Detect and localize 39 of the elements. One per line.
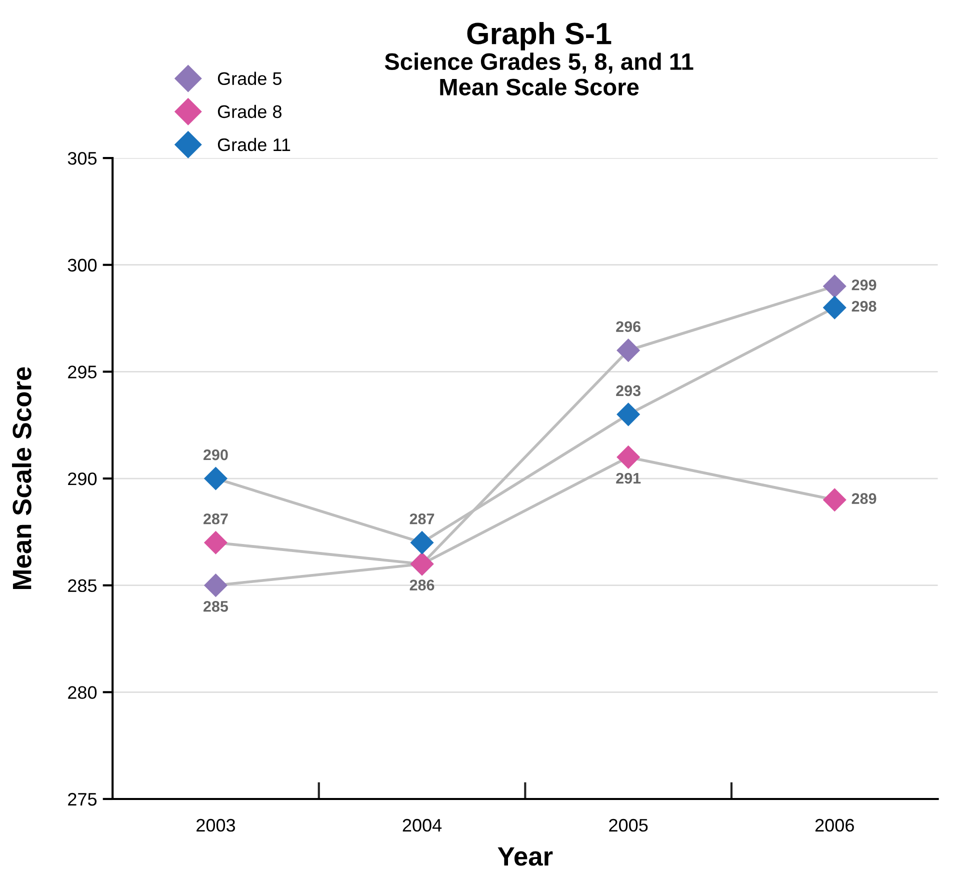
point bbox=[616, 446, 640, 469]
x-tick-label: 2004 bbox=[402, 818, 442, 832]
data-label: 289 bbox=[852, 493, 876, 504]
data-label: 286 bbox=[410, 580, 434, 590]
legend-label: Grade 11 bbox=[218, 138, 290, 152]
x-tick-label: 2006 bbox=[815, 818, 854, 832]
data-label: 298 bbox=[852, 300, 876, 312]
y-tick-label: 295 bbox=[68, 366, 97, 378]
x-axis-title: Year bbox=[498, 847, 553, 866]
point bbox=[823, 296, 846, 320]
data-label: 293 bbox=[616, 385, 641, 396]
data-label: 296 bbox=[616, 321, 641, 332]
chart-subtitle: Science Grades 5, 8, and 11 Mean Scale Score bbox=[384, 52, 694, 96]
x-tick-label: 2005 bbox=[609, 818, 648, 832]
legend-label: Grade 5 bbox=[218, 72, 282, 85]
point bbox=[616, 402, 640, 426]
data-label: 287 bbox=[410, 513, 434, 524]
point bbox=[410, 531, 434, 554]
data-label: 290 bbox=[204, 449, 228, 460]
point bbox=[823, 488, 846, 512]
y-tick-label: 305 bbox=[68, 152, 97, 165]
point bbox=[823, 274, 846, 298]
point bbox=[204, 467, 228, 490]
chart-title: Graph S-1 bbox=[467, 22, 612, 50]
x-tick-label: 2003 bbox=[196, 818, 236, 832]
point bbox=[204, 531, 228, 554]
legend-label: Grade 8 bbox=[218, 104, 282, 118]
y-tick-label: 300 bbox=[68, 258, 97, 272]
y-tick-label: 285 bbox=[68, 579, 97, 592]
point bbox=[616, 338, 640, 362]
y-tick-label: 280 bbox=[68, 686, 97, 699]
y-tick-label: 275 bbox=[68, 792, 97, 806]
data-label: 299 bbox=[852, 280, 876, 290]
data-label: 285 bbox=[204, 601, 228, 612]
y-tick-label: 290 bbox=[68, 472, 97, 486]
y-axis-title: Mean Scale Score bbox=[12, 367, 32, 589]
point bbox=[204, 574, 228, 597]
data-label: 291 bbox=[616, 472, 641, 484]
data-label: 287 bbox=[204, 513, 228, 524]
